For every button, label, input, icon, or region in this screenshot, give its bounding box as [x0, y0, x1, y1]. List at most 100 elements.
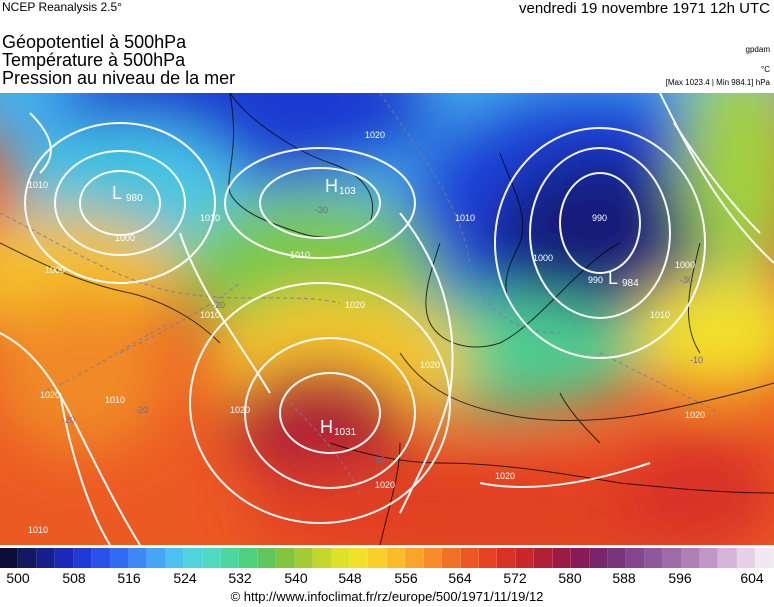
isobar-label: 1020 [495, 471, 515, 481]
pressure-labels: 1010 1000 1000 1010 1020 1010 1020 1010 1020 1020… [28, 130, 705, 535]
colorbar-swatch [571, 548, 590, 568]
isotherm-label: -20 [62, 415, 75, 425]
colorbar-swatch [644, 548, 664, 568]
colorbar-swatch [718, 548, 737, 568]
isobar-label: 1010 [28, 180, 48, 190]
isobar-label: 1010 [455, 213, 475, 223]
isobar-label: 1000 [45, 265, 65, 275]
colorbar-swatch [626, 548, 645, 568]
source-label: NCEP Reanalysis 2.5° [2, 0, 122, 14]
colorbar-tick: 556 [394, 570, 418, 586]
colorbar-tick: 500 [6, 570, 30, 586]
isotherm-label: -30 [680, 275, 693, 285]
colorbar-tick: 564 [448, 570, 472, 586]
colorbar [0, 548, 774, 568]
colorbar-swatch [0, 548, 19, 568]
pressure-center-value: 103 [339, 186, 356, 197]
isobar-label: 1000 [533, 253, 553, 263]
isobar-label: 1000 [115, 233, 135, 243]
isobar-label: 1020 [40, 390, 60, 400]
temperature-labels: -20 -20 -20 -30 -30 -30 -10 [62, 205, 703, 465]
colorbar-swatch [128, 548, 148, 568]
colorbar-tick: 572 [503, 570, 527, 586]
colorbar-swatch [331, 548, 351, 568]
colorbar-swatch [589, 548, 608, 568]
colorbar-swatch [700, 548, 719, 568]
colorbar-swatch [184, 548, 203, 568]
unit-celsius: °C [761, 65, 770, 74]
colorbar-swatch [386, 548, 406, 568]
colorbar-swatch [405, 548, 424, 568]
title-geopotential: Géopotentiel à 500hPa [2, 32, 187, 52]
isotherm-label: -20 [212, 300, 225, 310]
colorbar-swatch [55, 548, 74, 568]
colorbar-tick: 532 [228, 570, 252, 586]
colorbar-swatch [423, 548, 443, 568]
low-pressure-marker: L [112, 183, 122, 203]
colorbar-tick: 596 [668, 570, 692, 586]
isobar-label: 1010 [650, 310, 670, 320]
isobar-label: 1020 [375, 480, 395, 490]
low-pressure-marker: L [608, 268, 618, 288]
pressure-isobars [0, 93, 774, 545]
colorbar-tick: 588 [612, 570, 636, 586]
colorbar-swatch [552, 548, 572, 568]
isotherm-label: -30 [315, 205, 328, 215]
colorbar-tick: 516 [117, 570, 141, 586]
high-pressure-marker: H [325, 176, 338, 196]
colorbar-swatch [165, 548, 185, 568]
pressure-center-value: 980 [126, 193, 143, 204]
isobar-label: 1000 [675, 260, 695, 270]
colorbar-swatch [18, 548, 37, 568]
colorbar-tick: 580 [558, 570, 582, 586]
colorbar-swatch [755, 548, 774, 568]
title-temperature: Température à 500hPa [2, 50, 186, 70]
isobar-label: 1020 [345, 300, 365, 310]
colorbar-swatch [313, 548, 332, 568]
colorbar-swatch [663, 548, 682, 568]
colorbar-swatch [368, 548, 387, 568]
unit-pressure-range: [Max 1023.4 | Min 984.1] hPa [665, 78, 770, 87]
colorbar-swatch [515, 548, 535, 568]
colorbar-swatch [276, 548, 295, 568]
isobar-label: 1010 [28, 525, 48, 535]
weather-map: 1010 1000 1000 1010 1020 1010 1020 1010 1020 1020… [0, 93, 774, 545]
colorbar-swatch [239, 548, 258, 568]
isotherm-label: -20 [135, 405, 148, 415]
temperature-isotherms [0, 93, 721, 494]
colorbar-swatch [221, 548, 240, 568]
colorbar-tick: 540 [284, 570, 308, 586]
isobar-label: 1010 [290, 250, 310, 260]
colorbar-swatch [202, 548, 222, 568]
isotherm-label: -30 [372, 455, 385, 465]
colorbar-swatch [497, 548, 516, 568]
colorbar-tick: 524 [173, 570, 197, 586]
isotherm-label: -10 [690, 355, 703, 365]
credit-link[interactable]: © http://www.infoclimat.fr/rz/europe/500… [230, 589, 544, 604]
colorbar-swatch [736, 548, 756, 568]
colorbar-swatch [478, 548, 498, 568]
datetime-label: vendredi 19 novembre 1971 12h UTC [519, 0, 770, 17]
colorbar-swatch [110, 548, 129, 568]
isobar-label: 1010 [200, 213, 220, 223]
colorbar-tick: 548 [338, 570, 362, 586]
colorbar-tick: 508 [62, 570, 86, 586]
colorbar-swatch [350, 548, 369, 568]
colorbar-swatch [294, 548, 314, 568]
colorbar-swatch [460, 548, 479, 568]
colorbar-tick: 604 [740, 570, 764, 586]
colorbar-ticks: 500 508 516 524 532 540 548 556 564 572 580 588 596 6… [0, 570, 774, 588]
colorbar-swatch [442, 548, 461, 568]
isobar-label: 1020 [685, 410, 705, 420]
colorbar-swatch [607, 548, 627, 568]
isobar-label: 1020 [420, 360, 440, 370]
colorbar-swatch [92, 548, 111, 568]
colorbar-swatch [534, 548, 553, 568]
colorbar-swatch [257, 548, 277, 568]
unit-gpdam: gpdam [745, 45, 770, 54]
isobar-label: 990 [588, 275, 603, 285]
isobar-label: 1020 [365, 130, 385, 140]
isobar-label: 990 [592, 213, 607, 223]
pressure-center-value: 1031 [334, 427, 357, 438]
